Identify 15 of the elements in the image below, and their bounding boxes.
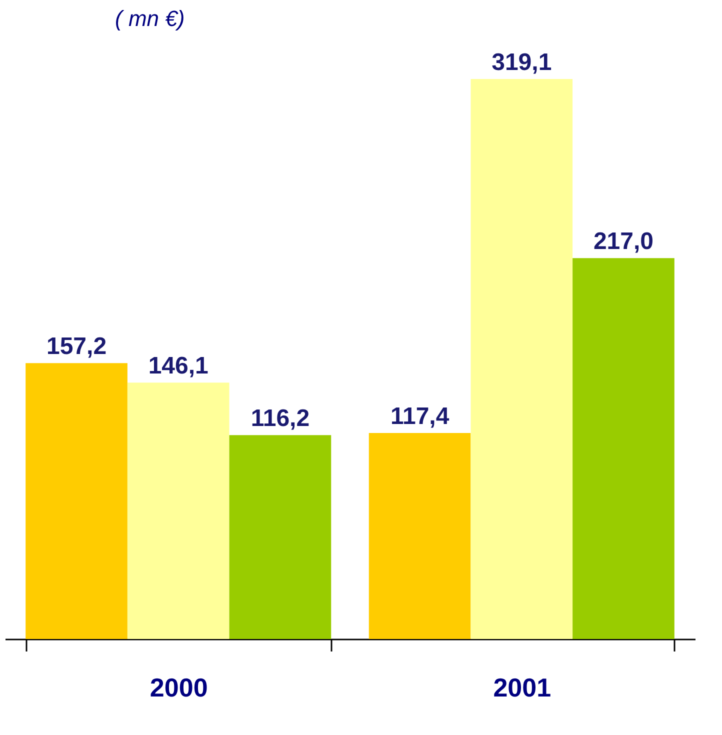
bar xyxy=(470,79,573,639)
bar xyxy=(26,363,128,639)
data-label: 117,4 xyxy=(390,402,450,430)
data-label: 217,0 xyxy=(593,228,654,256)
bar xyxy=(229,435,332,639)
chart-title: ( mn €) xyxy=(115,6,185,31)
bar xyxy=(572,258,674,639)
data-label: 319,1 xyxy=(492,49,552,76)
bar xyxy=(127,382,230,639)
x-tick-label: 2001 xyxy=(493,672,552,702)
data-label: 116,2 xyxy=(250,405,310,432)
data-label: 157,2 xyxy=(46,333,107,360)
x-tick-label: 2000 xyxy=(150,672,208,702)
data-label: 146,1 xyxy=(148,352,208,380)
bar xyxy=(368,432,471,639)
